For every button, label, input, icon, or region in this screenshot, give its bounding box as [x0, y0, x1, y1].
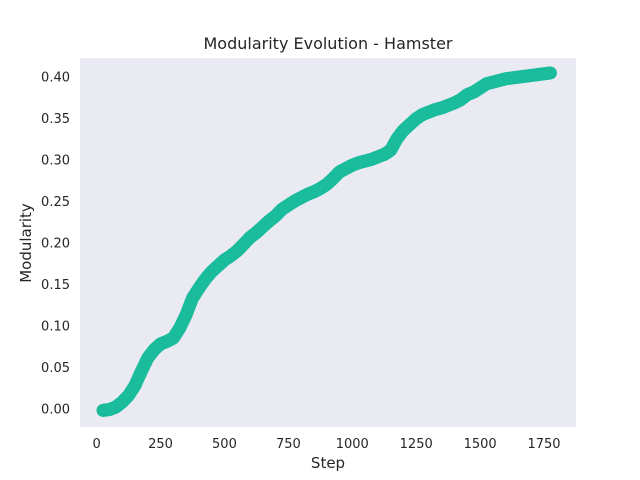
y-tick-label: 0.00	[41, 403, 70, 418]
x-tick-label: 1250	[400, 437, 433, 452]
y-tick-label: 0.05	[41, 361, 70, 376]
y-tick-label: 0.35	[41, 112, 70, 127]
x-tick-label: 1000	[336, 437, 369, 452]
plot-area	[80, 58, 576, 427]
data-point	[543, 66, 557, 80]
data-points	[96, 66, 557, 417]
x-tick-label: 1750	[527, 437, 560, 452]
x-tick-label: 500	[212, 437, 237, 452]
y-tick-label: 0.10	[41, 320, 70, 335]
x-tick-labels: 0 250 500 750 1000 1250 1500 1750	[92, 437, 560, 452]
x-axis-label: Step	[311, 454, 345, 472]
y-tick-label: 0.20	[41, 237, 70, 252]
y-tick-label: 0.25	[41, 195, 70, 210]
x-tick-label: 1500	[464, 437, 497, 452]
x-tick-label: 750	[276, 437, 301, 452]
y-tick-label: 0.15	[41, 278, 70, 293]
x-tick-label: 250	[148, 437, 173, 452]
y-tick-label: 0.40	[41, 70, 70, 85]
y-axis-label: Modularity	[17, 203, 35, 283]
x-tick-label: 0	[92, 437, 100, 452]
chart-title: Modularity Evolution - Hamster	[204, 34, 453, 53]
y-tick-labels: 0.00 0.05 0.10 0.15 0.20 0.25 0.30 0.35 0.40	[41, 70, 70, 417]
y-tick-label: 0.30	[41, 153, 70, 168]
